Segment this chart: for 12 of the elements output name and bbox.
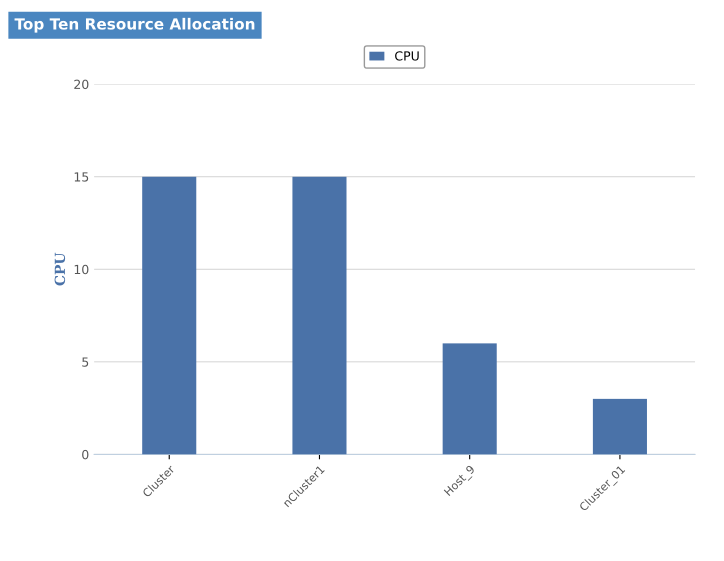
y-tick-label: 20 <box>74 80 88 90</box>
y-tick-label: 0 <box>82 450 88 460</box>
chart-title: Top Ten Resource Allocation <box>14 18 254 33</box>
y-tick-label: 5 <box>82 357 88 367</box>
bar <box>592 398 647 454</box>
y-tick-label: 10 <box>74 264 88 274</box>
bar <box>442 343 497 454</box>
bar <box>142 176 196 454</box>
bar <box>292 176 347 454</box>
y-axis-title: CPU <box>54 252 66 286</box>
legend-label: CPU <box>395 51 419 61</box>
y-tick-label: 15 <box>74 172 88 182</box>
